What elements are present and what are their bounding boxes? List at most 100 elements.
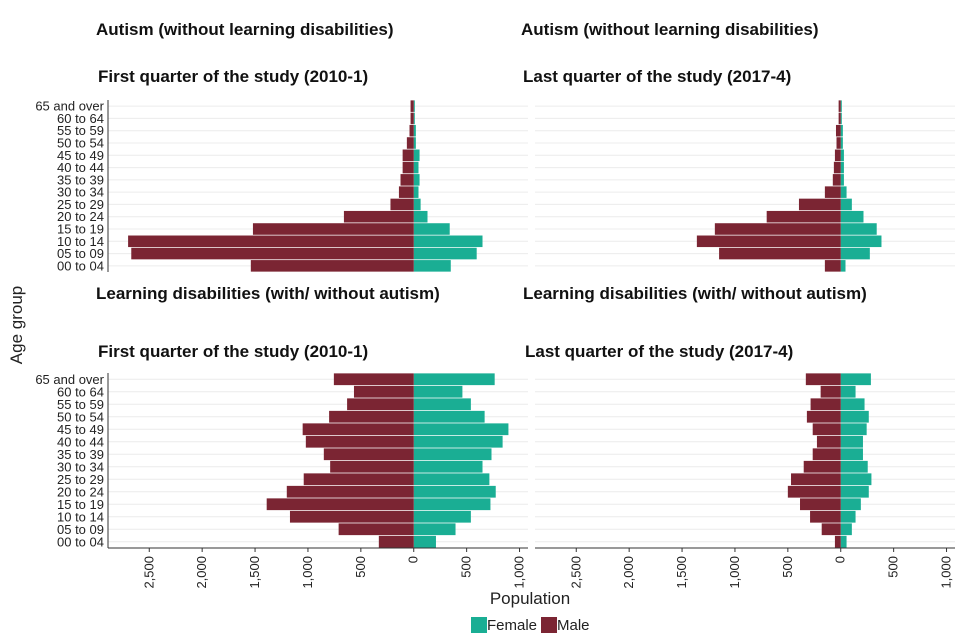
bar [833,161,841,174]
y-tick-label: 30 to 34 [57,459,104,474]
panel-subtitle: First quarter of the study (2010-1) [98,342,369,361]
bar [128,235,414,248]
x-tick-label: 1,000 [939,556,954,589]
bar [834,535,841,548]
x-tick-label: 1,000 [512,556,527,589]
bar [696,235,841,248]
y-axis-label: Age group [7,286,26,364]
bar [413,260,451,272]
y-tick-label: 10 to 14 [57,509,104,524]
y-tick-label: 45 to 49 [57,422,104,437]
bar [821,523,841,536]
bar [413,535,436,548]
y-tick-label: 65 and over [35,372,104,387]
bar [400,174,414,186]
bar [252,223,414,235]
panel-title: Autism (without learning disabilities) [96,20,394,39]
bar [413,174,420,186]
bar [824,260,841,272]
bar [413,186,419,198]
bar [838,112,841,125]
bar [820,385,841,398]
bar [413,423,509,436]
bar [766,210,841,223]
bar [413,198,421,211]
y-tick-label: 20 to 24 [57,209,104,224]
bar [406,137,414,149]
y-tick-label: 50 to 54 [57,409,104,424]
bar [840,485,869,498]
bar [840,260,846,272]
x-tick-label: 500 [459,556,474,578]
bar [413,410,485,423]
x-tick-label: 0 [833,556,848,563]
y-tick-label: 25 to 29 [57,197,104,212]
bar [413,124,416,137]
panel-title: Learning disabilities (with/ without aut… [523,284,867,303]
bar [840,161,844,174]
bar [413,385,463,398]
bar [838,100,841,112]
bar [840,235,882,248]
y-tick-label: 60 to 64 [57,111,104,126]
x-tick-label: 1,000 [727,556,742,589]
bar [803,460,841,473]
bar [791,473,841,486]
x-tick-label: 2,500 [141,556,156,589]
bar [413,137,416,149]
bar [413,435,503,448]
bar [840,247,870,260]
bar [840,498,861,511]
bar [413,473,490,486]
bar [806,410,841,423]
x-tick-label: 1,000 [300,556,315,589]
bar [410,112,414,125]
bar [835,124,841,137]
bar [266,498,414,511]
x-tick-label: 0 [406,556,421,563]
y-tick-label: 05 to 09 [57,522,104,537]
y-tick-label: 50 to 54 [57,136,104,151]
bar [840,174,844,186]
x-tick-label: 1,500 [674,556,689,589]
legend-label: Female [487,617,537,634]
bar [402,161,414,174]
bar [305,435,414,448]
bar [338,523,414,536]
bar [353,385,414,398]
legend-swatch [541,617,557,633]
bar [289,510,414,523]
bar [840,223,877,235]
bar [410,100,414,112]
bar [816,435,841,448]
y-tick-label: 30 to 34 [57,185,104,200]
bar [378,535,414,548]
bar [840,423,867,436]
y-tick-label: 15 to 19 [57,497,104,512]
bar [840,124,843,137]
bar [787,485,841,498]
legend-label: Male [557,617,590,634]
bar [836,137,841,149]
bar [131,247,414,260]
bar [343,210,414,223]
bar [413,223,450,235]
x-tick-label: 500 [886,556,901,578]
y-tick-label: 35 to 39 [57,447,104,462]
y-tick-label: 25 to 29 [57,472,104,487]
bar [329,410,414,423]
bar [302,423,414,436]
bar [413,485,496,498]
bar [413,100,415,112]
y-tick-label: 20 to 24 [57,484,104,499]
panel-title: Learning disabilities (with/ without aut… [96,284,440,303]
bar [812,423,841,436]
y-tick-label: 40 to 44 [57,160,104,175]
panel-subtitle: Last quarter of the study (2017-4) [523,67,792,86]
y-tick-label: 00 to 04 [57,534,104,549]
y-tick-label: 45 to 49 [57,148,104,163]
bar [286,485,414,498]
bar [840,523,852,536]
y-tick-label: 10 to 14 [57,234,104,249]
bar [824,186,841,198]
